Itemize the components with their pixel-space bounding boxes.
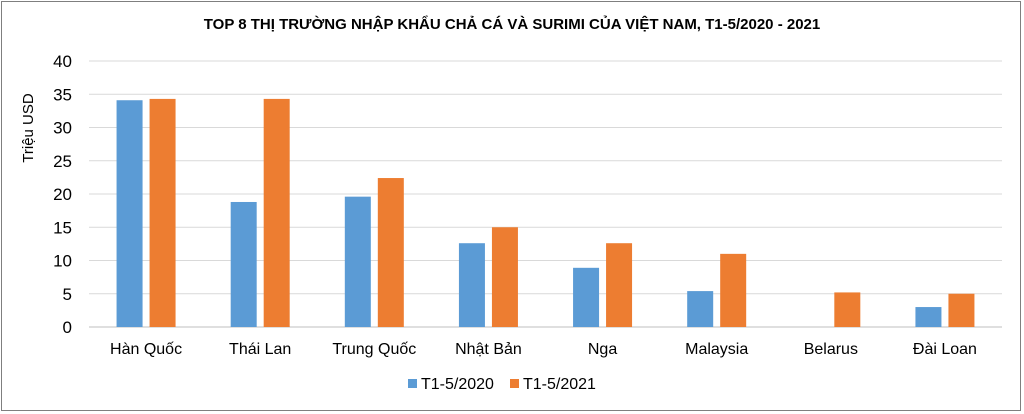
x-tick-label: Đài Loan	[913, 341, 977, 358]
bar	[491, 227, 518, 327]
x-tick-label: Hàn Quốc	[110, 341, 182, 358]
y-axis-label: Triệu USD	[20, 93, 37, 163]
x-tick-label: Thái Lan	[229, 341, 291, 358]
bars	[116, 98, 975, 327]
y-axis-ticks: 0 5 10 15 20 25 30 35 40	[53, 52, 72, 337]
x-tick-label: Nhật Bản	[455, 341, 522, 358]
legend-swatch	[510, 379, 519, 388]
bar	[377, 178, 404, 327]
bar	[834, 292, 861, 327]
bar	[116, 100, 143, 327]
x-tick-label: Nga	[588, 341, 617, 358]
x-tick-label: Belarus	[804, 341, 858, 358]
bar	[458, 243, 485, 327]
gridlines	[89, 60, 1002, 328]
bar	[915, 307, 942, 327]
legend-label: T1-5/2021	[523, 376, 596, 393]
y-tick-label: 15	[53, 218, 72, 237]
y-tick-label: 25	[53, 152, 72, 171]
chart-title: TOP 8 THỊ TRƯỜNG NHẬP KHẨU CHẢ CÁ VÀ SUR…	[204, 15, 820, 33]
bar	[149, 98, 176, 327]
y-tick-label: 40	[53, 52, 72, 71]
bar	[263, 98, 290, 327]
x-tick-label: Malaysia	[685, 341, 748, 358]
bar	[687, 291, 714, 327]
y-tick-label: 5	[63, 285, 72, 304]
y-tick-label: 10	[53, 252, 72, 271]
y-tick-label: 0	[63, 318, 72, 337]
x-axis-ticks: Hàn Quốc Thái Lan Trung Quốc Nhật Bản Nga Mal…	[110, 341, 977, 358]
legend-label: T1-5/2020	[421, 376, 494, 393]
bar	[720, 253, 747, 327]
y-tick-label: 20	[53, 185, 72, 204]
y-tick-label: 35	[53, 85, 72, 104]
y-tick-label: 30	[53, 119, 72, 138]
x-tick-label: Trung Quốc	[332, 341, 416, 358]
bar	[606, 243, 633, 327]
legend: T1-5/2020 T1-5/2021	[408, 376, 596, 393]
bar	[344, 196, 371, 327]
bar	[230, 201, 257, 327]
bar	[573, 267, 600, 327]
legend-swatch	[408, 379, 417, 388]
bar	[948, 293, 975, 327]
